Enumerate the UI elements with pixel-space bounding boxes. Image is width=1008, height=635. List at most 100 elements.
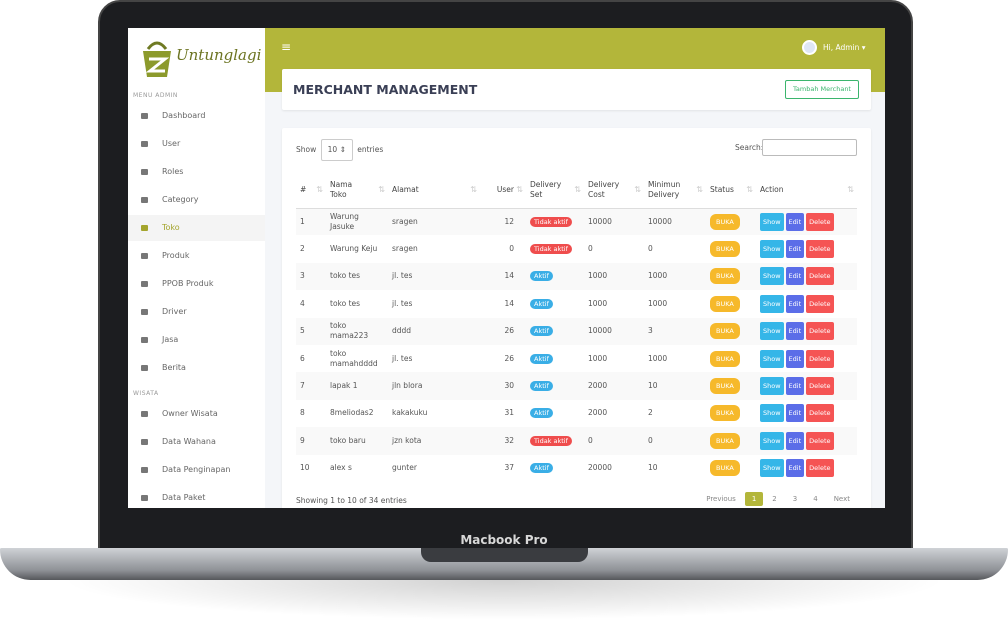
action-button[interactable]: Show xyxy=(760,322,784,341)
cell: 2 xyxy=(300,244,305,254)
action-button[interactable]: Show xyxy=(760,459,784,478)
action-button[interactable]: Delete xyxy=(806,267,834,286)
delivery-badge: Tidak aktif xyxy=(530,435,572,446)
table-row: 10 alex s gunter 37 Aktif 20000 10 BUKA Show Edit… xyxy=(296,455,857,482)
menu-item[interactable]: Roles xyxy=(128,159,265,185)
table: #Nama TokoAlamatUserDelivery SetDelivery… xyxy=(296,172,857,482)
length-select[interactable]: 10 ⇕ xyxy=(320,139,353,161)
menu-icon xyxy=(141,253,148,259)
entries-label: entries xyxy=(357,145,384,154)
cell: 0 xyxy=(644,427,706,455)
cell: jln blora xyxy=(388,372,480,400)
cell: BUKA xyxy=(706,455,756,482)
menu-toggle[interactable]: ≡ xyxy=(281,40,292,54)
menu-item[interactable]: Category xyxy=(128,187,265,213)
action-button[interactable]: Show xyxy=(760,349,784,368)
action-button[interactable]: Edit xyxy=(785,212,805,231)
screen: Untunglagi MENU ADMIN Dashboard User Roles C… xyxy=(128,28,885,508)
menu-icon xyxy=(141,141,148,147)
column-header: Delivery Set xyxy=(526,172,584,209)
menu-item[interactable]: Data Wahana xyxy=(128,429,265,455)
menu-item[interactable]: User xyxy=(128,131,265,157)
action-button[interactable]: Show xyxy=(760,294,784,313)
action-button[interactable]: Edit xyxy=(785,322,805,341)
action-button[interactable]: Edit xyxy=(785,349,805,368)
page-link[interactable]: 2 xyxy=(772,495,777,503)
delivery-badge: Aktif xyxy=(530,326,553,337)
page-link[interactable]: Previous xyxy=(706,495,736,503)
cell: 1000 xyxy=(588,298,608,308)
action-button[interactable]: Delete xyxy=(806,404,834,423)
menu-label: Data Wahana xyxy=(162,437,216,446)
action-cell: Show Edit Delete xyxy=(756,208,857,236)
action-button[interactable]: Show xyxy=(760,240,784,259)
menu-icon xyxy=(141,113,148,119)
action-button[interactable]: Edit xyxy=(785,267,805,286)
page-link[interactable]: 3 xyxy=(792,495,798,503)
menu-item[interactable]: PPOB Produk xyxy=(128,271,265,297)
action-button[interactable]: Edit xyxy=(785,459,805,478)
cell: Aktif xyxy=(526,262,584,291)
action-button[interactable]: Edit xyxy=(785,294,805,313)
length-value: 10 xyxy=(327,145,338,154)
cell: 2 xyxy=(648,408,653,418)
action-button[interactable]: Delete xyxy=(806,240,834,259)
menu-item[interactable]: Dashboard xyxy=(128,103,265,129)
page-link[interactable]: 4 xyxy=(813,495,818,503)
action-button[interactable]: Edit xyxy=(785,404,805,423)
add-button[interactable]: Tambah Merchant xyxy=(785,80,859,99)
cell: 32 xyxy=(480,427,526,455)
action-button[interactable]: Show xyxy=(760,267,784,286)
page-link[interactable]: Next xyxy=(833,495,850,503)
cell: 26 xyxy=(504,353,514,363)
cell: 1000 xyxy=(648,298,668,308)
brand: Untunglagi xyxy=(176,46,262,64)
action-button[interactable]: Edit xyxy=(785,377,805,396)
action-button[interactable]: Show xyxy=(760,431,784,450)
menu-icon xyxy=(141,365,148,371)
cell: Warung Jasuke xyxy=(326,208,388,236)
cell: dddd xyxy=(388,317,480,345)
user-menu[interactable]: Hi, Admin ▾ xyxy=(823,43,866,52)
cell: Aktif xyxy=(526,372,584,400)
action-button[interactable]: Show xyxy=(760,377,784,396)
table-row: 8 8meliodas2 kakakuku 31 Aktif 2000 2 BUKA Show E… xyxy=(296,400,857,427)
action-button[interactable]: Delete xyxy=(806,294,834,313)
device-label: Macbook Pro xyxy=(460,533,548,547)
cell: BUKA xyxy=(706,208,756,236)
menu-item[interactable]: Berita xyxy=(128,355,265,381)
action-button[interactable]: Edit xyxy=(785,240,805,259)
delivery-badge: Aktif xyxy=(530,381,553,392)
menu-item[interactable]: Driver xyxy=(128,299,265,325)
menu-item[interactable]: Produk xyxy=(128,243,265,269)
action-cell: Show Edit Delete xyxy=(756,400,857,427)
cell: 7 xyxy=(296,372,326,400)
delivery-badge: Aktif xyxy=(530,463,553,474)
action-button[interactable]: Show xyxy=(760,212,784,231)
logo-icon xyxy=(143,41,171,77)
page-link[interactable]: 1 xyxy=(744,492,764,506)
menu-item[interactable]: Owner Wisata xyxy=(128,401,265,427)
action-button[interactable]: Delete xyxy=(806,459,834,478)
action-button[interactable]: Delete xyxy=(806,431,834,450)
action-button[interactable]: Delete xyxy=(806,349,834,368)
action-button[interactable]: Delete xyxy=(806,322,834,341)
search-label: Search: xyxy=(735,143,764,152)
cell: Tidak aktif xyxy=(526,427,584,455)
action-button[interactable]: Show xyxy=(760,404,784,423)
menu-item[interactable]: Toko xyxy=(128,215,265,241)
menu-icon xyxy=(141,281,148,287)
menu-item[interactable]: Data Paket xyxy=(128,485,265,508)
action-button[interactable]: Delete xyxy=(806,212,834,231)
menu-item[interactable]: Data Penginapan xyxy=(128,457,265,483)
cell: 10000 xyxy=(584,317,644,345)
menu-icon xyxy=(141,467,148,473)
cell: 14 xyxy=(480,262,526,291)
status-badge: BUKA xyxy=(710,378,740,395)
menu-item[interactable]: Jasa xyxy=(128,327,265,353)
action-cell: Show Edit Delete xyxy=(756,290,857,317)
action-button[interactable]: Delete xyxy=(806,377,834,396)
search-input[interactable] xyxy=(762,139,857,156)
action-button[interactable]: Edit xyxy=(785,431,805,450)
